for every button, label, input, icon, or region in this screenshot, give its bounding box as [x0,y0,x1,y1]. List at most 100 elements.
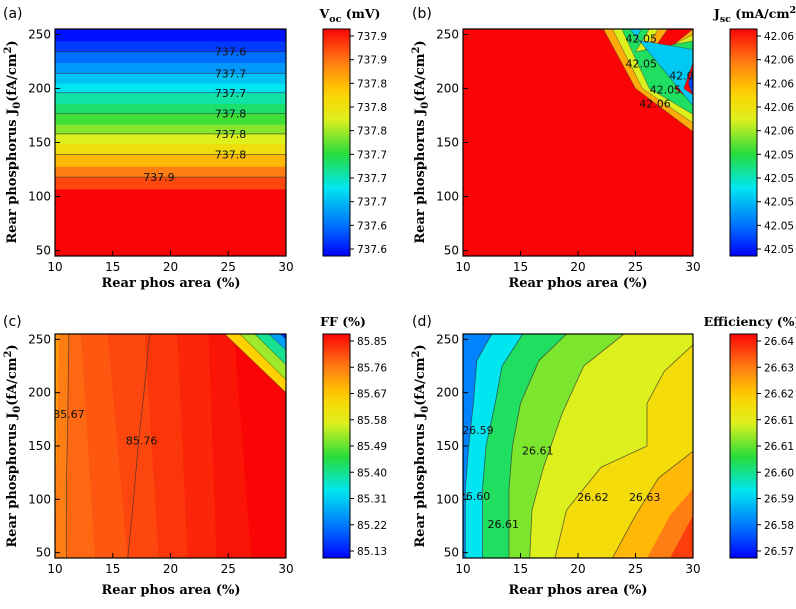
y-title-unit: (fA/cm [5,357,20,405]
heatmap-band [55,334,69,558]
x-axis-title: Rear phos area (%) [508,583,647,598]
x-axis-title: Rear phos area (%) [101,583,240,598]
x-tick-label: 30 [685,562,700,576]
panel-a: 737.9 737.8 737.8 737.8 737.7 737.7 737.6 10 15 2… [3,6,387,291]
y-title-unit: (fA/cm [413,357,428,405]
y-title-sup: 2 [411,350,422,357]
y-tick-label: 250 [436,27,459,41]
colorbar-tick-label: 26.57 [764,546,794,558]
heatmap-band [55,133,286,145]
colorbar-title-sub: sc [720,14,731,25]
heatmap-band [55,103,286,114]
colorbar-tick-label: 85.49 [357,441,387,453]
contour-label: 26.61 [488,518,520,531]
heatmap-band [145,334,188,558]
colorbar-title-main: J [713,6,720,21]
contour-label: 737.7 [215,87,247,100]
panel-label: (d) [412,314,432,330]
y-tick-label: 200 [28,386,51,400]
x-tick-label: 20 [163,562,178,576]
y-axis-title: Rear phosphorus J0(fA/cm2) [3,344,23,547]
colorbar-tick-label: 26.64 [764,336,794,348]
heatmap-band [55,73,286,84]
colorbar-title-sup: 2 [790,5,796,16]
y-tick-label: 100 [28,492,51,506]
colorbar [729,28,758,257]
colorbar-tick-label: 85.58 [357,415,387,427]
colorbar-title-rest: (mA/cm [731,6,790,21]
contour-label: 737.7 [215,67,247,80]
heatmap-band [208,334,252,558]
contour-label: 42.06 [639,98,671,111]
colorbar-tick-label: 737.7 [357,149,387,161]
y-title-unit: (fA/cm [5,53,20,101]
heatmap-band [177,334,217,558]
y-title-end: ) [5,40,20,46]
contour-label: 42.05 [650,84,682,97]
panel-label: (a) [3,6,23,22]
y-title-main: Rear phosphorus J [5,413,20,548]
y-tick-label: 100 [436,190,459,204]
panel-label: (b) [412,6,432,22]
colorbar-title-main: Efficiency [704,314,774,329]
y-tick-label: 50 [444,546,459,560]
heatmap-band [55,83,286,94]
colorbar [322,333,351,559]
colorbar-tick-label: 737.7 [357,173,387,185]
contour-label: 737.8 [215,107,247,120]
x-tick-label: 15 [105,260,120,274]
colorbar-tick-label: 737.8 [357,126,387,138]
panel-label: (c) [3,314,22,330]
heatmap-band [55,143,286,155]
heatmap-band [55,124,286,135]
heatmap-area: 85.67 85.76 [53,334,286,558]
x-tick-label: 20 [163,260,178,274]
y-title-end: ) [5,344,20,350]
colorbar-tick-label: 85.40 [357,467,387,479]
contour-line [508,334,567,558]
contour-label: 737.6 [215,46,247,59]
colorbar [322,28,351,257]
y-axis-title: Rear phosphorus J0(fA/cm2) [3,40,23,243]
colorbar-title-main: FF [320,314,338,329]
colorbar-tick-label: 42.05 [764,197,794,209]
contour-label: 85.67 [53,408,85,421]
colorbar-title: FF (%) [320,314,366,329]
colorbar-tick-label: 737.8 [357,102,387,114]
x-axis-title: Rear phos area (%) [101,276,240,291]
colorbar-tick-label: 737.9 [357,55,387,67]
contour-line [482,334,524,558]
colorbar-tick-label: 42.05 [764,220,794,232]
colorbar-tick-label: 26.63 [764,362,794,374]
x-tick-label: 30 [685,260,700,274]
colorbar-tick-label: 42.06 [764,126,794,138]
colorbar-title-rest: (%) [772,314,796,329]
x-tick-label: 25 [221,260,236,274]
y-tick-label: 150 [436,439,459,453]
contour-label: 26.61 [522,444,554,457]
y-title-sub: 0 [420,406,431,413]
contour-label: 737.9 [143,171,175,184]
x-tick-label: 30 [278,562,293,576]
y-title-unit: (fA/cm [413,53,428,101]
x-tick-label: 20 [570,562,585,576]
y-tick-label: 250 [28,332,51,346]
heatmap-band [81,334,128,558]
colorbar-title: Voc (mV) [319,6,381,25]
y-title-sub: 0 [12,406,23,413]
contour-label: 26.63 [629,491,661,504]
y-title-end: ) [413,344,428,350]
x-tick-label: 25 [628,562,643,576]
y-tick-label: 100 [436,492,459,506]
colorbar-title: Efficiency (%) [704,314,796,329]
y-title-sup: 2 [3,46,14,53]
x-tick-label: 10 [455,562,470,576]
y-tick-label: 150 [436,136,459,150]
colorbar-tick-label: 42.06 [764,31,794,43]
heatmap-area: 737.9 737.8 737.8 737.8 737.7 737.7 737.6 [55,29,286,256]
y-tick-label: 100 [28,190,51,204]
